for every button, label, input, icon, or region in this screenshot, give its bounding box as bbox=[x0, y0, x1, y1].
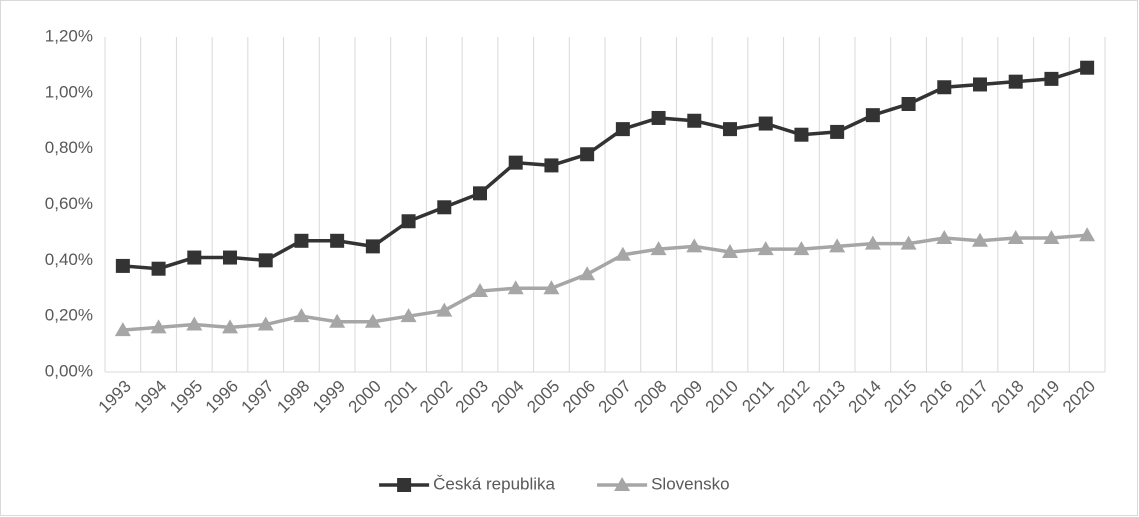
series bbox=[115, 60, 1095, 276]
series-line bbox=[122, 233, 1088, 332]
marker bbox=[365, 239, 380, 254]
marker bbox=[257, 316, 274, 331]
marker bbox=[722, 243, 738, 258]
y-tick-label: 0,80% bbox=[45, 138, 93, 157]
y-tick-label: 0,40% bbox=[45, 250, 93, 269]
marker bbox=[1008, 74, 1023, 89]
marker bbox=[437, 200, 452, 215]
marker bbox=[900, 235, 917, 250]
marker bbox=[223, 250, 237, 265]
marker bbox=[1079, 227, 1096, 242]
marker bbox=[723, 122, 737, 137]
marker bbox=[973, 77, 987, 92]
marker bbox=[686, 238, 703, 253]
marker bbox=[794, 127, 809, 142]
marker bbox=[187, 250, 202, 265]
marker bbox=[936, 230, 953, 244]
marker bbox=[758, 116, 773, 131]
y-tick-label: 0,60% bbox=[45, 194, 93, 213]
marker bbox=[972, 232, 988, 247]
marker bbox=[544, 158, 559, 173]
marker bbox=[397, 478, 412, 492]
series-line bbox=[122, 66, 1088, 271]
marker bbox=[579, 266, 596, 281]
marker bbox=[151, 261, 166, 276]
marker bbox=[543, 280, 560, 295]
marker bbox=[400, 308, 417, 323]
marker bbox=[687, 113, 702, 128]
marker bbox=[1080, 60, 1095, 75]
marker bbox=[258, 253, 273, 268]
marker bbox=[115, 258, 130, 273]
marker bbox=[507, 280, 524, 295]
marker bbox=[580, 147, 595, 162]
marker bbox=[615, 122, 630, 137]
marker bbox=[473, 186, 487, 201]
y-tick-label: 0,20% bbox=[45, 306, 93, 325]
marker bbox=[293, 308, 310, 323]
marker bbox=[829, 238, 846, 253]
marker bbox=[330, 233, 345, 248]
marker bbox=[614, 477, 631, 491]
y-tick-label: 0,00% bbox=[45, 361, 93, 380]
marker bbox=[614, 246, 631, 261]
marker bbox=[830, 124, 845, 139]
marker bbox=[1044, 71, 1059, 86]
marker bbox=[114, 322, 131, 337]
marker bbox=[436, 302, 453, 317]
marker bbox=[901, 97, 916, 111]
marker bbox=[650, 241, 667, 256]
marker bbox=[294, 233, 309, 248]
marker bbox=[186, 316, 203, 331]
marker bbox=[150, 319, 167, 334]
marker bbox=[1007, 230, 1024, 244]
y-tick-label: 1,20% bbox=[45, 26, 93, 45]
marker bbox=[508, 155, 523, 170]
marker bbox=[651, 110, 666, 125]
legend-entry: Česká republika bbox=[379, 474, 556, 493]
legend-label: Slovensko bbox=[651, 474, 729, 493]
marker bbox=[222, 319, 238, 334]
marker bbox=[937, 80, 952, 95]
marker bbox=[401, 214, 416, 229]
y-tick-label: 1,00% bbox=[45, 82, 93, 101]
marker bbox=[472, 283, 488, 298]
marker bbox=[329, 313, 346, 328]
marker bbox=[364, 313, 381, 328]
marker bbox=[865, 108, 880, 123]
legend-entry: Slovensko bbox=[597, 474, 730, 493]
marker bbox=[1043, 230, 1060, 244]
marker bbox=[864, 235, 881, 250]
series bbox=[114, 227, 1096, 337]
marker bbox=[793, 241, 810, 256]
marker bbox=[757, 241, 774, 256]
legend-label: Česká republika bbox=[433, 474, 555, 493]
